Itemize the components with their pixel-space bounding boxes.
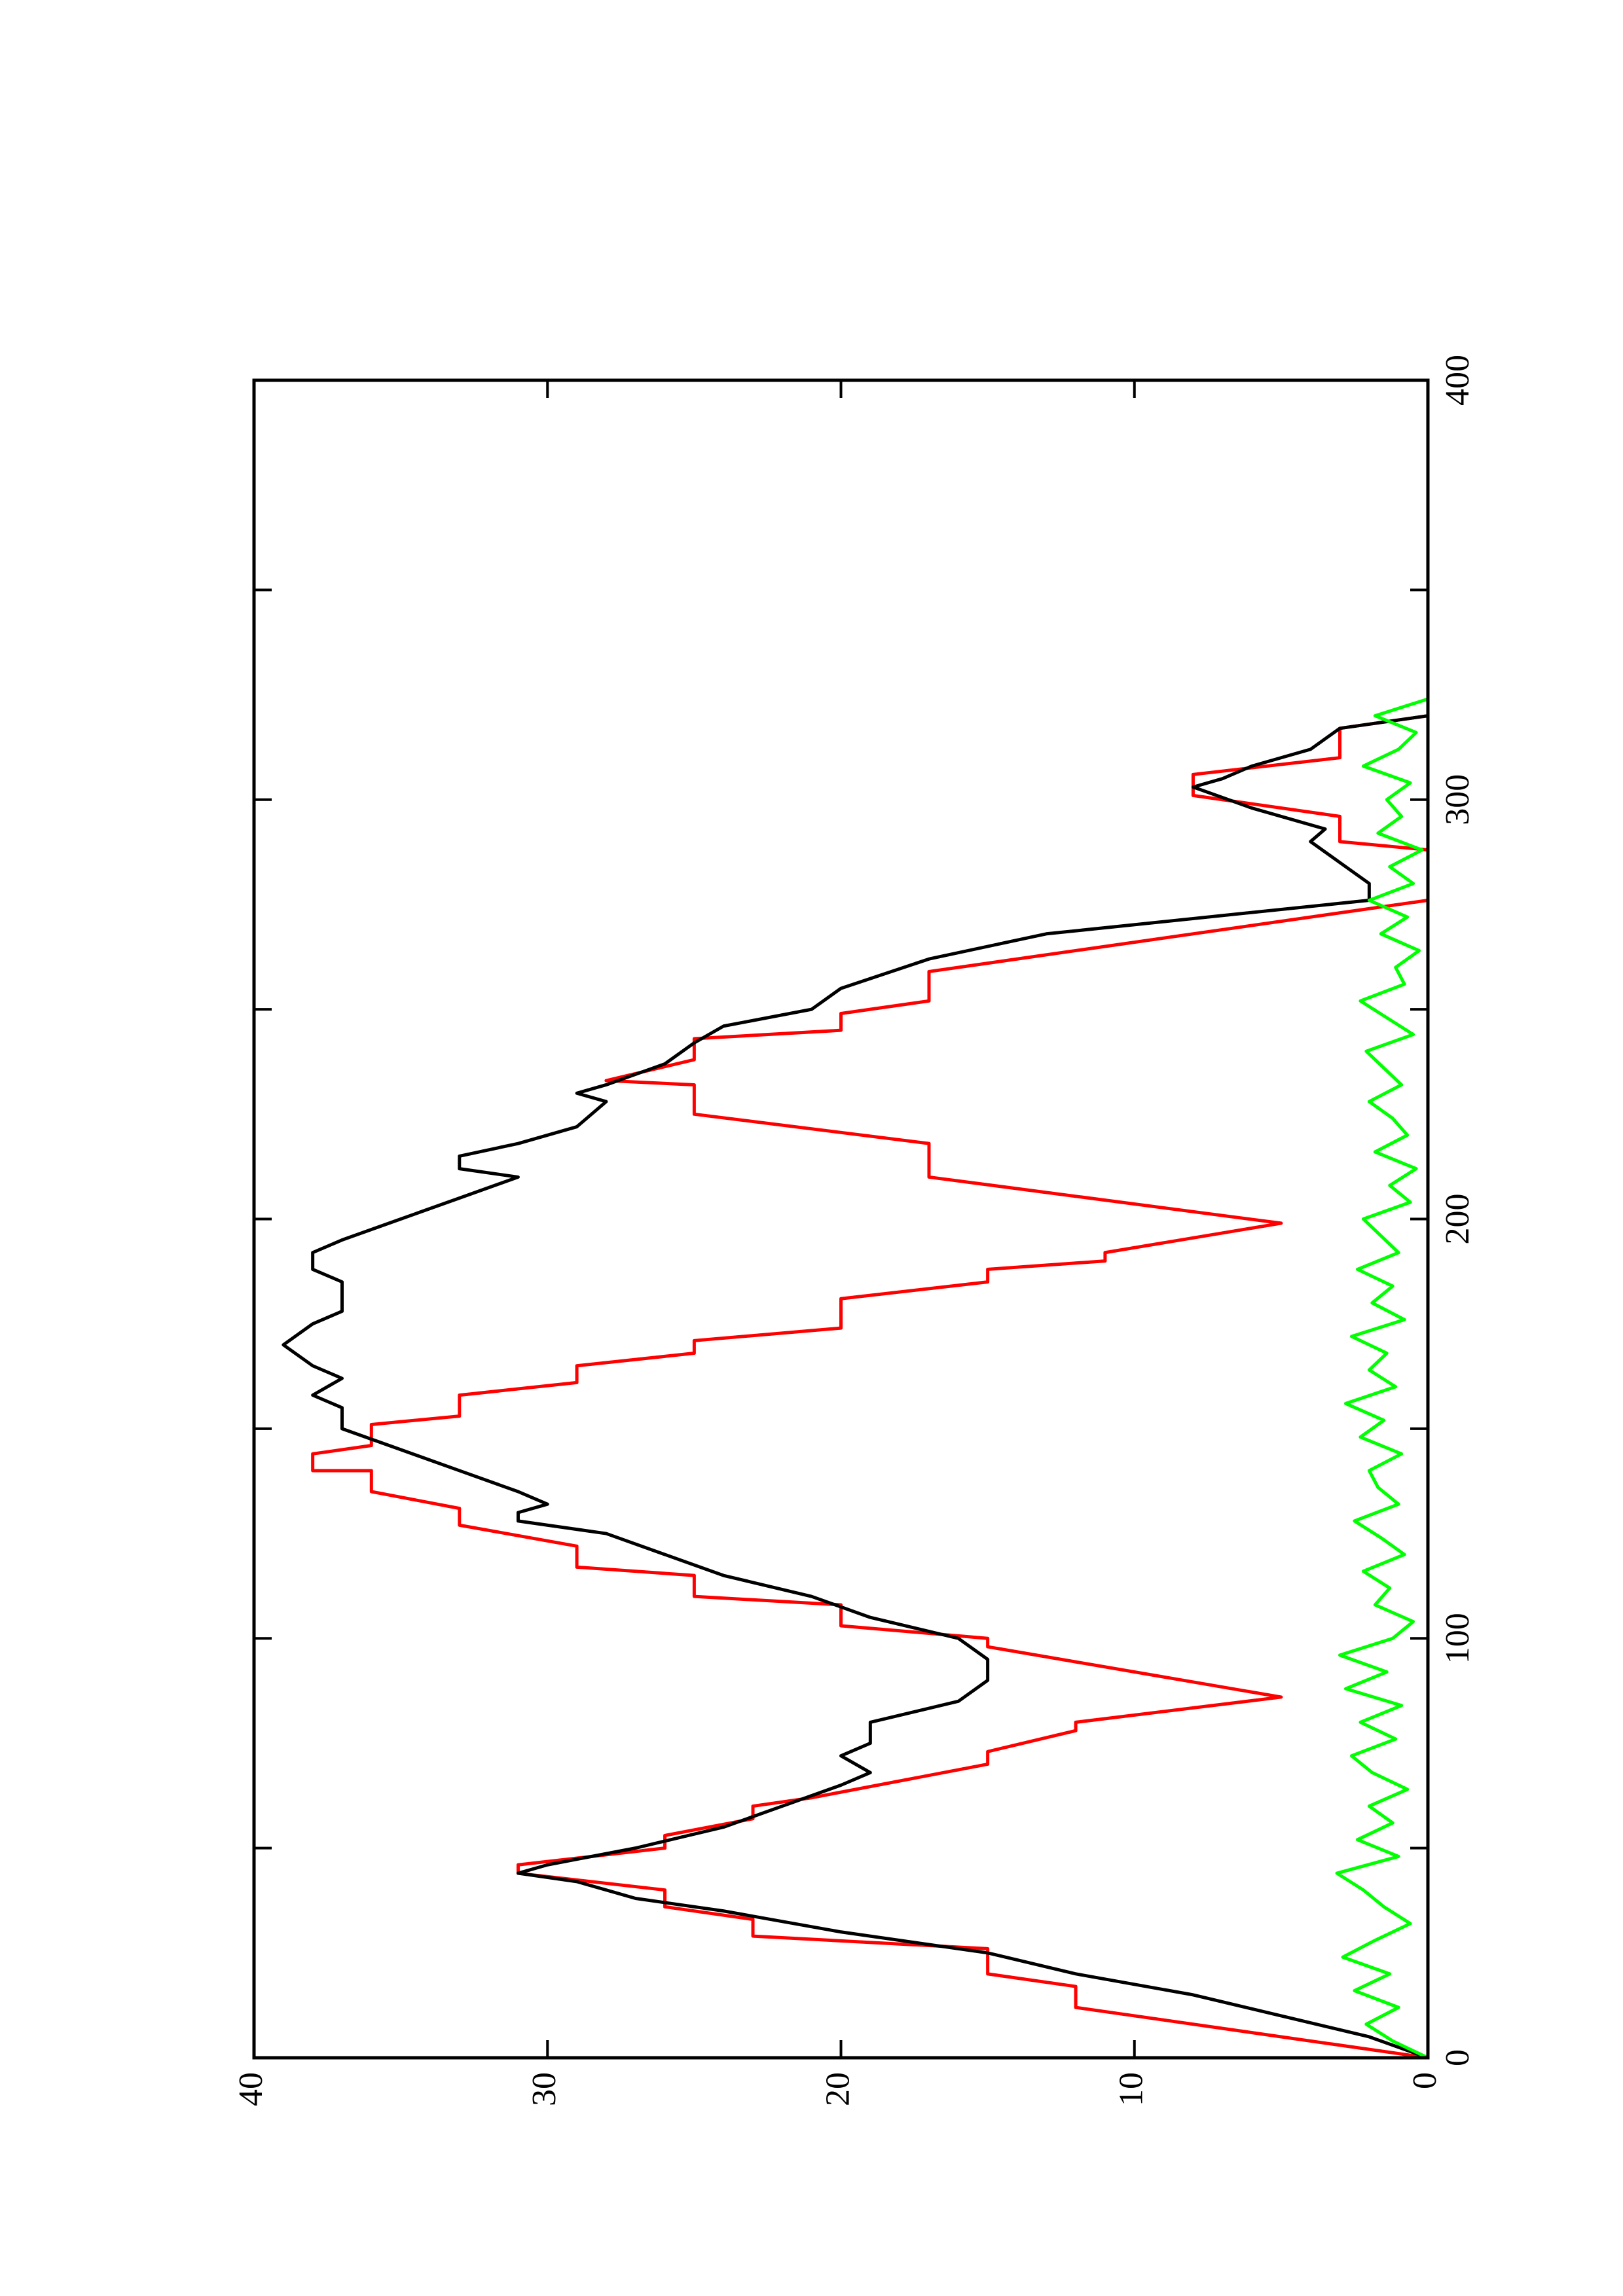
x-tick-label: 300 xyxy=(1439,774,1476,825)
series-line xyxy=(282,714,1429,2060)
y-tick-label: 10 xyxy=(1113,2072,1150,2106)
x-tick-label: 200 xyxy=(1439,1194,1476,1245)
series-line xyxy=(1335,697,1429,2060)
y-tick-label: 0 xyxy=(1406,2072,1444,2089)
x-tick-label: 400 xyxy=(1439,355,1476,406)
series-line xyxy=(311,714,1430,2060)
x-tick-label: 0 xyxy=(1439,2049,1476,2066)
y-tick-label: 20 xyxy=(819,2072,856,2106)
x-tick-label: 100 xyxy=(1439,1613,1476,1664)
y-tick-label: 40 xyxy=(232,2072,270,2106)
plot-frame xyxy=(252,378,1430,2060)
y-tick-label: 30 xyxy=(526,2072,563,2106)
